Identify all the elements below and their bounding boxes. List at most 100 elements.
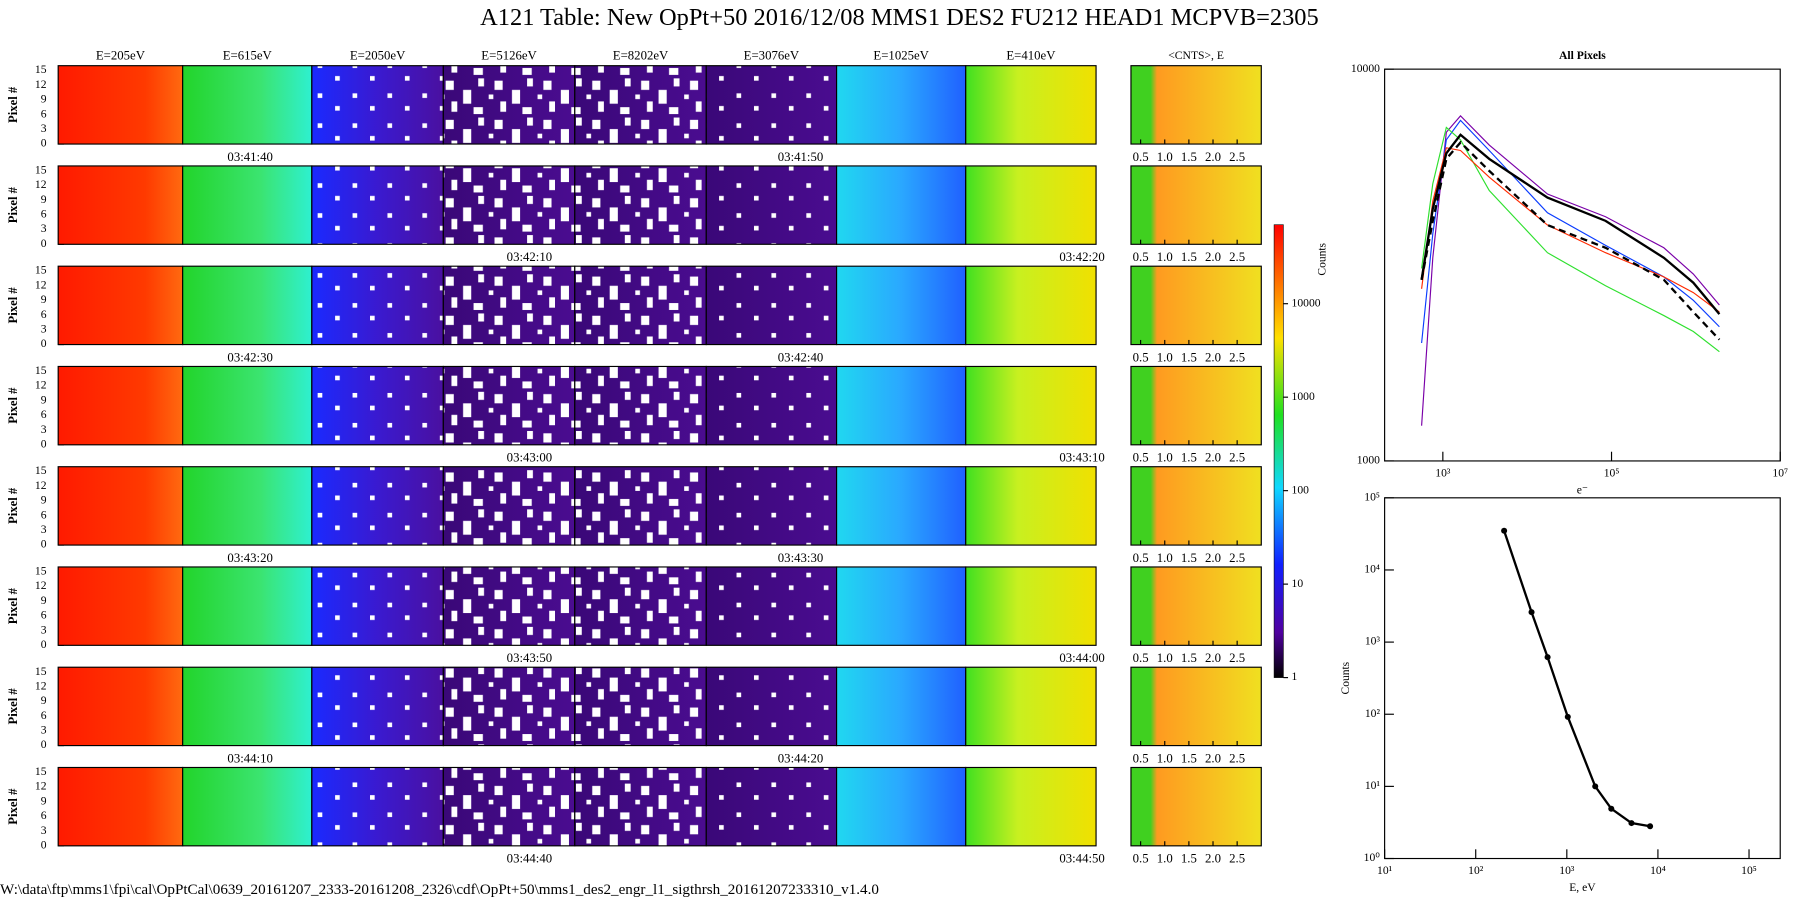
heatmap-gaps [706, 65, 837, 145]
side-x-tick-label: 2.0 [1205, 250, 1221, 264]
energy-label: E=5126eV [481, 48, 537, 62]
y-tick-label: 3 [41, 724, 47, 737]
side-x-tick-label: 1.0 [1157, 250, 1173, 264]
heatmap-panel [182, 667, 312, 746]
x-tick-label: 10⁷ [1772, 466, 1788, 479]
heatmap-panel [58, 165, 183, 245]
heatmap-gaps [311, 65, 444, 145]
series-line [1421, 114, 1720, 426]
y-tick-label: 9 [41, 794, 47, 807]
x-tick-label: 10⁴ [1650, 864, 1666, 877]
heatmap-gaps [443, 266, 575, 345]
y-tick-label: 12 [35, 479, 47, 492]
heatmap-gaps [311, 165, 444, 245]
heatmap-gaps [706, 767, 837, 846]
y-tick-label: 10⁴ [1364, 563, 1380, 576]
heatmap-panel [965, 667, 1097, 746]
heatmap-frame [965, 365, 1097, 446]
timestamp: 03:42:40 [778, 350, 823, 364]
heatmap-panel [836, 466, 966, 546]
data-point [1647, 823, 1654, 830]
side-x-tick-label: 2.5 [1229, 150, 1245, 164]
side-x-tick-label: 0.5 [1133, 350, 1149, 364]
heatmap-panel [182, 767, 312, 846]
side-x-tick-label: 0.5 [1133, 852, 1149, 866]
y-tick-label: 0 [41, 638, 47, 651]
side-x-tick-label: 1.0 [1157, 350, 1173, 364]
heatmap-gaps [443, 767, 575, 846]
y-tick-label: 9 [41, 293, 47, 306]
side-x-tick-label: 1.0 [1157, 150, 1173, 164]
timestamp: 03:43:00 [507, 451, 552, 465]
timestamp: 03:43:50 [507, 651, 552, 665]
heatmap-panel [965, 466, 1097, 546]
timestamp: 03:41:50 [778, 150, 823, 164]
y-tick-label: 12 [35, 178, 47, 191]
heatmap-panel [58, 366, 183, 445]
heatmap-gaps [311, 466, 444, 546]
colorbar-label: Counts [1316, 242, 1329, 275]
energy-label: E=410eV [1006, 48, 1056, 62]
heatmap-gaps [443, 466, 575, 546]
energy-label: E=615eV [223, 48, 273, 62]
side-x-tick-label: 0.5 [1133, 150, 1149, 164]
heatmap-panel [836, 667, 966, 746]
colorbar-tick-label: 1 [1292, 670, 1298, 683]
side-panel [1130, 766, 1262, 847]
side-panel [1130, 365, 1262, 446]
heatmap-panel [836, 65, 966, 145]
side-panel [1130, 466, 1262, 546]
y-axis-label: Pixel # [6, 788, 20, 825]
chart-title: All Pixels [1559, 49, 1606, 62]
heatmap-gaps [443, 566, 575, 646]
timestamp: 03:44:50 [1059, 852, 1104, 866]
heatmap-panel [965, 767, 1097, 846]
side-panel [1130, 65, 1262, 145]
y-tick-label: 15 [35, 464, 47, 477]
y-axis-label: Pixel # [6, 186, 20, 223]
energy-label: E=205eV [96, 48, 146, 62]
data-point [1564, 713, 1571, 720]
heatmap-panel [182, 65, 312, 145]
side-x-tick-label: 2.0 [1205, 451, 1221, 465]
heatmap-gaps [706, 165, 837, 245]
heatmap-gaps [443, 65, 575, 145]
y-tick-label: 10² [1365, 707, 1381, 720]
side-x-tick-label: 1.0 [1157, 651, 1173, 665]
side-panel [1130, 265, 1262, 346]
timestamp: 03:43:10 [1059, 451, 1104, 465]
y-axis-label: Counts [1339, 661, 1352, 694]
side-x-tick-label: 1.0 [1157, 852, 1173, 866]
series-line [1420, 140, 1721, 341]
heatmap-gaps [311, 667, 444, 746]
plot-frame [1384, 68, 1781, 462]
side-x-tick-label: 2.5 [1229, 551, 1245, 565]
y-tick-label: 6 [41, 408, 47, 421]
x-tick-label: 10¹ [1377, 864, 1393, 877]
heatmap-panel [58, 566, 183, 646]
y-axis-label: Pixel # [6, 487, 20, 524]
heatmap-frame [965, 265, 1097, 346]
heatmap-gaps [574, 566, 707, 646]
heatmap-gaps [574, 165, 707, 245]
y-tick-label: 6 [41, 609, 47, 622]
heatmap-gaps [443, 667, 575, 746]
heatmap-gaps [574, 266, 707, 345]
x-tick-label: 10⁵ [1741, 864, 1757, 877]
heatmap-gaps [311, 266, 444, 345]
data-point [1608, 805, 1615, 812]
heatmap-frame [965, 566, 1097, 646]
heatmap-frame [965, 466, 1097, 546]
heatmap-panel [836, 366, 966, 445]
series-line [1421, 126, 1720, 353]
y-tick-label: 15 [35, 665, 47, 678]
heatmap-frame [965, 666, 1097, 747]
y-tick-label: 0 [41, 839, 47, 852]
heatmap-panel [58, 667, 183, 746]
x-tick-label: 10² [1468, 864, 1484, 877]
heatmap-gaps [706, 466, 837, 546]
y-tick-label: 9 [41, 694, 47, 707]
heatmap-gaps [574, 667, 707, 746]
y-tick-label: 10¹ [1365, 779, 1381, 792]
y-tick-label: 3 [41, 423, 47, 436]
